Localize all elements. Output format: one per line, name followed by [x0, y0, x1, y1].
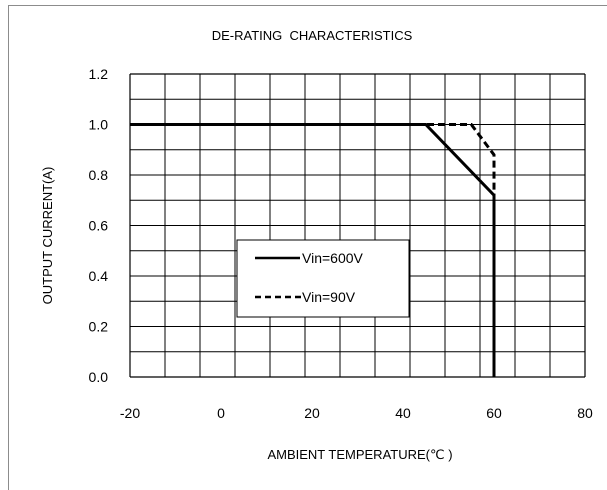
series-lines — [130, 123, 496, 377]
y-tick-label: 0.8 — [89, 167, 109, 183]
x-tick-label: -20 — [120, 405, 140, 421]
y-tick-label: 0.2 — [89, 319, 109, 335]
grid — [129, 73, 586, 378]
y-axis-title: OUTPUT CURRENT(A) — [40, 167, 55, 305]
x-tick-label: 0 — [217, 405, 225, 421]
series-line-vin-600v — [130, 123, 496, 377]
x-tick-label: 20 — [304, 405, 320, 421]
legend: Vin=600V Vin=90V — [236, 239, 410, 318]
legend-label-vin-90v: Vin=90V — [302, 289, 356, 305]
chart-title: DE-RATING CHARACTERISTICS — [212, 28, 413, 43]
y-tick-label: 1.2 — [89, 66, 109, 82]
y-tick-label: 0.0 — [89, 369, 109, 385]
y-tick-label: 0.6 — [89, 218, 109, 234]
x-axis-title: AMBIENT TEMPERATURE(℃ ) — [267, 447, 452, 462]
x-tick-label: 40 — [395, 405, 411, 421]
legend-label-vin-600v: Vin=600V — [302, 250, 364, 266]
y-tick-label: 0.4 — [89, 268, 109, 284]
chart-frame — [8, 5, 607, 490]
y-tick-labels: 0.0 0.2 0.4 0.6 0.8 1.0 1.2 — [89, 66, 109, 385]
x-tick-label: 80 — [577, 405, 593, 421]
x-tick-label: 60 — [486, 405, 502, 421]
x-tick-labels: -20 0 20 40 60 80 — [120, 405, 593, 421]
legend-box — [236, 239, 410, 318]
y-tick-label: 1.0 — [89, 117, 109, 133]
